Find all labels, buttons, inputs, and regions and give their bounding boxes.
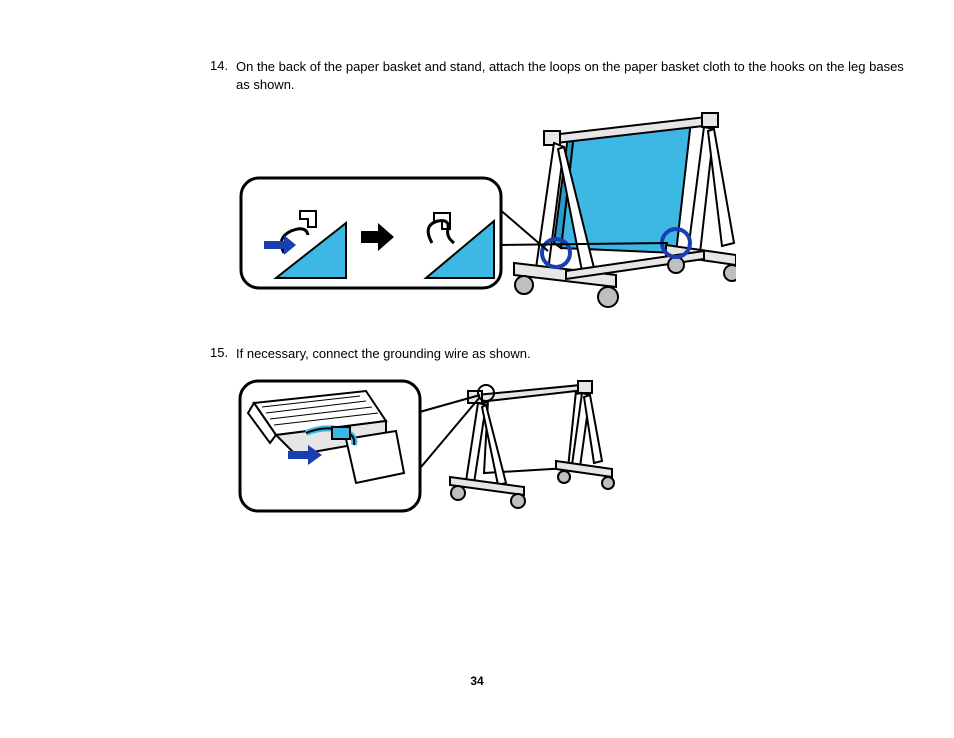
content-area: 14. On the back of the paper basket and …: [210, 58, 910, 550]
step-14: 14. On the back of the paper basket and …: [210, 58, 910, 93]
figure-grounding-wire: [236, 373, 910, 526]
step-15: 15. If necessary, connect the grounding …: [210, 345, 910, 363]
figure-grounding-wire-svg: [236, 373, 616, 523]
figure-basket-hook-svg: [236, 103, 736, 318]
stand-assembly: [514, 113, 736, 307]
step-14-text: On the back of the paper basket and stan…: [236, 58, 910, 93]
page: 14. On the back of the paper basket and …: [0, 0, 954, 738]
step-15-text: If necessary, connect the grounding wire…: [236, 345, 910, 363]
step-15-number: 15.: [210, 345, 236, 363]
step-14-number: 14.: [210, 58, 236, 93]
page-number: 34: [0, 674, 954, 688]
stand-small: [450, 381, 614, 508]
figure-basket-hook: [236, 103, 910, 321]
